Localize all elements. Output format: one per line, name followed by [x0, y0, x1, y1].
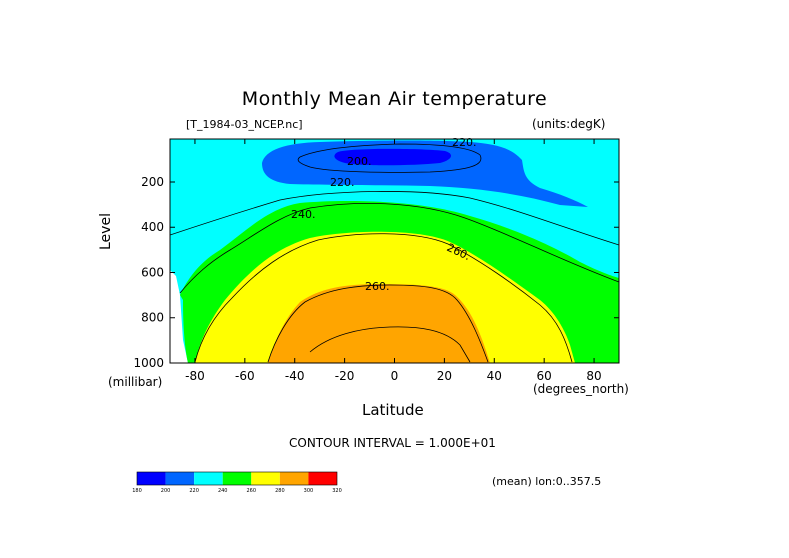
x-axis-unit: (degrees_north) — [533, 382, 629, 396]
units-label: (units:degK) — [532, 117, 606, 131]
x-tick-label: 40 — [487, 369, 502, 383]
x-axis: -80 -60 -40 -20 0 20 40 60 80 — [185, 139, 602, 383]
y-tick-label: 200 — [141, 175, 164, 189]
colorbar-swatch — [308, 472, 337, 485]
x-tick-label: -40 — [285, 369, 305, 383]
colorbar-label: 280 — [275, 488, 285, 494]
colorbar-label: 300 — [304, 488, 314, 494]
contour-line-270 — [194, 233, 573, 363]
x-tick-label: -80 — [185, 369, 205, 383]
contour-line-290 — [267, 284, 489, 363]
band-280-300 — [268, 284, 490, 363]
chart-title: Monthly Mean Air temperature — [241, 88, 548, 110]
x-tick-label: -20 — [335, 369, 355, 383]
x-tick-label: 20 — [437, 369, 452, 383]
colorbar-swatch — [279, 472, 309, 485]
x-tick-label: 80 — [586, 369, 601, 383]
mean-note: (mean) lon:0..357.5 — [492, 475, 602, 488]
colorbar-swatch — [194, 472, 223, 485]
colorbar-label: 200 — [161, 488, 171, 494]
colorbar-swatch — [137, 472, 166, 485]
contour-label: 240. — [291, 208, 316, 221]
y-axis: 200 400 600 800 1000 — [133, 175, 619, 370]
x-tick-label: 0 — [391, 369, 399, 383]
band-180-200 — [334, 148, 452, 166]
missing-data-region — [170, 270, 188, 363]
y-tick-label: 400 — [141, 220, 164, 234]
colorbar-label: 260 — [247, 488, 257, 494]
y-tick-label: 600 — [141, 265, 164, 279]
colorbar-swatch — [165, 472, 195, 485]
contour-line-210 — [297, 143, 482, 173]
contour-line-250 — [179, 203, 619, 294]
colorbar-label: 180 — [132, 488, 142, 494]
colorbar-label: 320 — [332, 488, 342, 494]
x-axis-label: Latitude — [362, 401, 424, 419]
colorbar-label: 240 — [218, 488, 228, 494]
contour-line-230 — [170, 191, 619, 246]
y-tick-label: 800 — [141, 311, 164, 325]
contour-label: 200. — [347, 155, 372, 168]
colorbar-frame — [136, 471, 338, 486]
colorbar: 180 200 220 240 260 280 300 320 — [132, 471, 342, 494]
contour-label: 260. — [365, 280, 390, 293]
contour-interval-note: CONTOUR INTERVAL = 1.000E+01 — [289, 436, 496, 450]
y-axis-unit: (millibar) — [108, 375, 163, 389]
x-tick-label: 60 — [537, 369, 552, 383]
colorbar-swatch — [251, 472, 280, 485]
contour-line-295 — [309, 326, 471, 363]
filled-contours — [170, 139, 619, 363]
file-label: [T_1984-03_NCEP.nc] — [186, 118, 303, 131]
y-tick-label: 1000 — [133, 356, 164, 370]
contour-label: 220. — [330, 176, 355, 189]
x-tick-label: -60 — [235, 369, 255, 383]
contour-lines — [170, 143, 619, 363]
colorbar-label: 220 — [189, 488, 199, 494]
colorbar-swatch — [222, 472, 252, 485]
contour-label: 220. — [452, 136, 477, 149]
